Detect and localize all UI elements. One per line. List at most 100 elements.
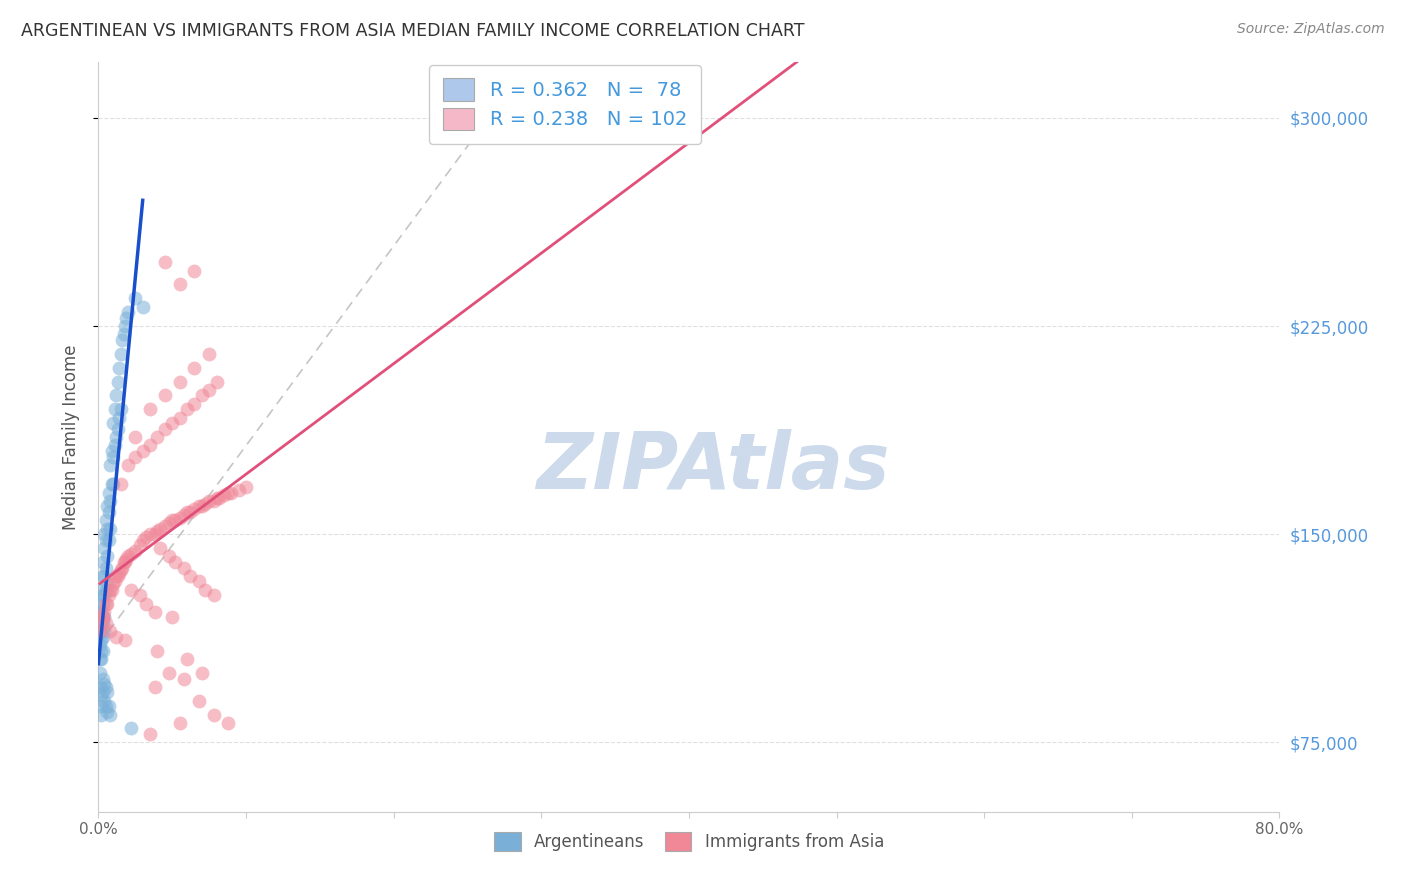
Point [157, 549, 180, 564]
Point [93, 541, 115, 555]
Point [124, 450, 146, 464]
Point [98, 624, 121, 639]
Point [93, 677, 115, 691]
Point [97, 485, 120, 500]
Point [111, 560, 134, 574]
Point [153, 422, 176, 436]
Text: ZIPAtlas: ZIPAtlas [536, 429, 890, 505]
Point [124, 544, 146, 558]
Point [202, 588, 225, 602]
Point [149, 541, 172, 555]
Point [93, 527, 115, 541]
Point [90, 605, 112, 619]
Point [91, 610, 114, 624]
Point [114, 555, 136, 569]
Point [143, 527, 166, 541]
Point [96, 577, 118, 591]
Point [228, 483, 250, 497]
Point [89, 638, 111, 652]
Point [198, 494, 221, 508]
Point [105, 388, 128, 402]
Point [98, 458, 121, 472]
Point [96, 597, 118, 611]
Point [98, 707, 121, 722]
Point [173, 672, 195, 686]
Point [94, 582, 117, 597]
Point [162, 610, 183, 624]
Point [205, 375, 228, 389]
Point [89, 665, 111, 680]
Point [169, 510, 191, 524]
Point [89, 652, 111, 666]
Point [194, 582, 217, 597]
Point [202, 707, 225, 722]
Point [191, 388, 214, 402]
Point [90, 615, 112, 630]
Point [97, 505, 120, 519]
Point [100, 582, 122, 597]
Point [165, 555, 187, 569]
Point [104, 574, 127, 589]
Point [143, 680, 166, 694]
Point [96, 705, 118, 719]
Point [173, 560, 195, 574]
Point [198, 383, 221, 397]
Point [90, 624, 112, 639]
Point [139, 527, 162, 541]
Point [93, 624, 115, 639]
Point [103, 477, 125, 491]
Point [191, 500, 214, 514]
Point [104, 402, 127, 417]
Point [90, 688, 112, 702]
Point [194, 497, 217, 511]
Point [162, 513, 183, 527]
Point [132, 300, 155, 314]
Point [90, 644, 112, 658]
Point [110, 477, 132, 491]
Point [187, 574, 209, 589]
Point [91, 555, 114, 569]
Point [139, 727, 162, 741]
Point [104, 438, 127, 452]
Point [94, 533, 117, 547]
Point [176, 652, 198, 666]
Point [96, 500, 118, 514]
Point [90, 582, 112, 597]
Point [173, 508, 195, 522]
Point [212, 488, 235, 502]
Point [105, 430, 128, 444]
Point [169, 715, 191, 730]
Point [117, 458, 139, 472]
Point [90, 632, 112, 647]
Point [120, 582, 142, 597]
Point [94, 597, 117, 611]
Point [110, 563, 132, 577]
Point [205, 491, 228, 505]
Point [183, 263, 205, 277]
Point [117, 305, 139, 319]
Point [103, 577, 125, 591]
Point [110, 402, 132, 417]
Point [91, 644, 114, 658]
Point [103, 450, 125, 464]
Point [97, 699, 120, 714]
Point [120, 722, 142, 736]
Point [89, 610, 111, 624]
Point [108, 410, 131, 425]
Point [157, 665, 180, 680]
Point [100, 444, 122, 458]
Point [112, 555, 135, 569]
Point [146, 430, 169, 444]
Point [117, 549, 139, 564]
Point [94, 615, 117, 630]
Point [107, 422, 129, 436]
Point [128, 538, 150, 552]
Point [132, 533, 155, 547]
Point [176, 505, 198, 519]
Point [114, 319, 136, 334]
Point [97, 588, 120, 602]
Text: ARGENTINEAN VS IMMIGRANTS FROM ASIA MEDIAN FAMILY INCOME CORRELATION CHART: ARGENTINEAN VS IMMIGRANTS FROM ASIA MEDI… [21, 22, 804, 40]
Point [89, 624, 111, 639]
Point [111, 333, 134, 347]
Point [96, 685, 118, 699]
